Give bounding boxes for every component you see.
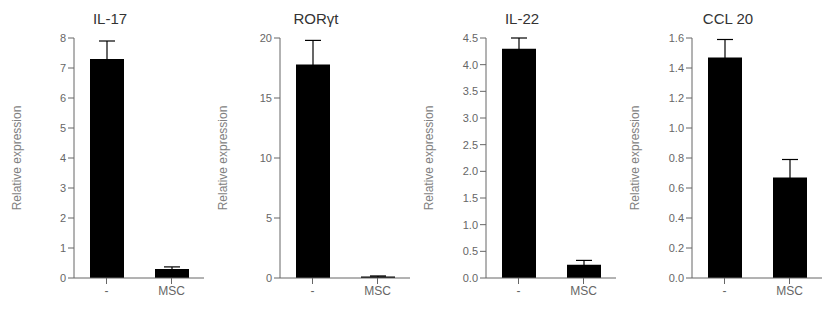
- svg-text:-: -: [517, 284, 521, 298]
- svg-text:0: 0: [60, 272, 66, 284]
- svg-text:0.5: 0.5: [463, 245, 478, 257]
- svg-text:0.8: 0.8: [669, 152, 684, 164]
- svg-text:1.5: 1.5: [463, 192, 478, 204]
- html-text:IL-17: IL-17: [92, 10, 128, 27]
- svg-text:1.0: 1.0: [669, 122, 684, 134]
- svg-text:1.6: 1.6: [669, 32, 684, 44]
- svg-text:1: 1: [60, 242, 66, 254]
- svg-text:8: 8: [60, 32, 66, 44]
- svg-text:-: -: [105, 284, 109, 298]
- svg-text:MSC: MSC: [570, 284, 597, 298]
- svg-text:3.0: 3.0: [463, 112, 478, 124]
- svg-text:2.5: 2.5: [463, 139, 478, 151]
- svg-text:Relative expression: Relative expression: [422, 106, 436, 211]
- html-text:CCL 20: CCL 20: [702, 10, 754, 27]
- svg-text:0.0: 0.0: [463, 272, 478, 284]
- svg-text:15: 15: [260, 92, 272, 104]
- svg-text:3: 3: [60, 182, 66, 194]
- svg-text:0.2: 0.2: [669, 242, 684, 254]
- svg-text:MSC: MSC: [776, 284, 803, 298]
- svg-text:Relative expression: Relative expression: [216, 106, 230, 211]
- svg-text:1.4: 1.4: [669, 62, 684, 74]
- svg-text:0: 0: [266, 272, 272, 284]
- svg-text:-: -: [723, 284, 727, 298]
- svg-text:1.0: 1.0: [463, 219, 478, 231]
- svg-text:0.6: 0.6: [669, 182, 684, 194]
- html-text:RORγt: RORγt: [293, 10, 339, 27]
- svg-text:4.5: 4.5: [463, 32, 478, 44]
- svg-text:2: 2: [60, 212, 66, 224]
- html-text:IL-22: IL-22: [504, 10, 540, 27]
- svg-text:6: 6: [60, 92, 66, 104]
- svg-text:MSC: MSC: [364, 284, 391, 298]
- svg-text:4: 4: [60, 152, 66, 164]
- svg-text:1.2: 1.2: [669, 92, 684, 104]
- svg-text:0.0: 0.0: [669, 272, 684, 284]
- svg-text:7: 7: [60, 62, 66, 74]
- svg-text:5: 5: [60, 122, 66, 134]
- svg-text:2.0: 2.0: [463, 165, 478, 177]
- svg-text:3.5: 3.5: [463, 85, 478, 97]
- svg-text:Relative expression: Relative expression: [10, 106, 24, 211]
- svg-text:10: 10: [260, 152, 272, 164]
- svg-text:-: -: [311, 284, 315, 298]
- svg-text:20: 20: [260, 32, 272, 44]
- svg-text:0.4: 0.4: [669, 212, 684, 224]
- svg-text:Relative expression: Relative expression: [628, 106, 642, 211]
- svg-text:MSC: MSC: [158, 284, 185, 298]
- svg-text:5: 5: [266, 212, 272, 224]
- svg-text:4.0: 4.0: [463, 59, 478, 71]
